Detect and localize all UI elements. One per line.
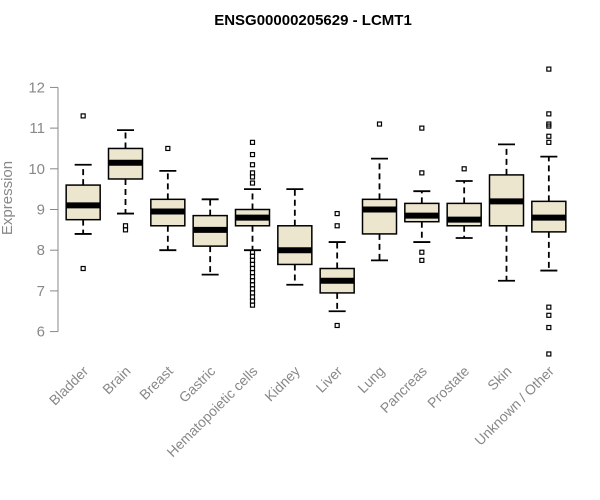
outlier-point: [249, 274, 256, 280]
box-6: [277, 188, 313, 286]
outlier-point: [376, 121, 383, 127]
y-tick-label: 9: [37, 202, 45, 219]
outlier-point: [419, 170, 425, 176]
x-tick-label: Breast: [136, 363, 176, 403]
outlier-point: [249, 290, 256, 296]
box-12: [531, 66, 567, 357]
outlier-point: [249, 261, 256, 268]
outlier-point: [249, 265, 256, 272]
outlier-point: [249, 257, 256, 263]
box-5: [234, 139, 271, 308]
outlier-point: [334, 210, 340, 217]
outlier-point: [165, 145, 171, 152]
outlier-point: [249, 174, 256, 180]
x-tick-label: Prostate: [424, 363, 472, 411]
outlier-point: [419, 125, 425, 131]
outlier-point: [546, 66, 552, 72]
box-body: [404, 202, 440, 223]
outlier-point: [546, 111, 552, 117]
outlier-point: [249, 151, 256, 158]
y-tick-label: 7: [37, 283, 45, 300]
outlier-point: [419, 249, 425, 255]
outlier-point: [249, 162, 256, 168]
outlier-point: [249, 278, 256, 284]
x-tick-label: Bladder: [46, 363, 92, 409]
x-tick-label: Skin: [484, 363, 515, 394]
outlier-point: [80, 113, 86, 119]
box-3: [150, 145, 186, 252]
chart-title: ENSG00000205629 - LCMT1: [214, 12, 412, 29]
y-tick-label: 11: [29, 120, 45, 137]
outlier-point: [249, 180, 256, 186]
y-tick-label: 8: [37, 242, 45, 259]
x-tick-label: Brain: [99, 363, 133, 397]
outlier-point: [419, 257, 425, 263]
x-tick-label: Kidney: [261, 363, 303, 405]
outlier-point: [546, 133, 552, 139]
x-tick-label: Liver: [313, 363, 346, 396]
outlier-point: [249, 269, 256, 276]
outlier-point: [546, 351, 552, 357]
outlier-point: [546, 139, 552, 145]
outlier-point: [80, 265, 86, 272]
box-body: [361, 198, 398, 235]
y-axis-title: Expression: [0, 161, 16, 235]
x-tick-label: Lung: [354, 363, 387, 396]
outlier-point: [249, 253, 256, 259]
y-tick-label: 12: [28, 79, 45, 96]
outlier-point: [546, 324, 552, 331]
box-body: [65, 184, 101, 221]
outlier-point: [546, 123, 552, 129]
y-tick-label: 6: [37, 324, 45, 341]
box-8: [361, 121, 398, 262]
box-2: [107, 129, 144, 233]
x-tick-label: Pancreas: [377, 363, 430, 416]
outlier-point: [249, 170, 256, 176]
outlier-point: [249, 298, 256, 304]
outlier-point: [249, 286, 256, 292]
outlier-point: [122, 223, 129, 229]
box-9: [404, 125, 440, 263]
box-body: [277, 225, 313, 266]
box-11: [488, 143, 525, 282]
box-4: [192, 198, 228, 276]
outlier-point: [122, 227, 129, 233]
outlier-point: [249, 282, 256, 288]
outlier-point: [334, 322, 340, 329]
y-axis: 6 7 8 9 10 11 12: [28, 79, 59, 341]
outlier-point: [249, 294, 256, 300]
outlier-point: [546, 312, 552, 318]
outlier-point: [461, 166, 467, 172]
box-1: [65, 113, 101, 272]
outlier-point: [546, 304, 552, 310]
box-7: [319, 210, 355, 329]
boxes-group: [65, 66, 567, 357]
x-tick-label: Unknown / Other: [471, 363, 557, 449]
y-tick-label: 10: [28, 161, 45, 178]
outlier-point: [334, 223, 340, 229]
outlier-point: [249, 139, 256, 145]
outlier-point: [249, 302, 256, 308]
box-10: [446, 166, 482, 239]
